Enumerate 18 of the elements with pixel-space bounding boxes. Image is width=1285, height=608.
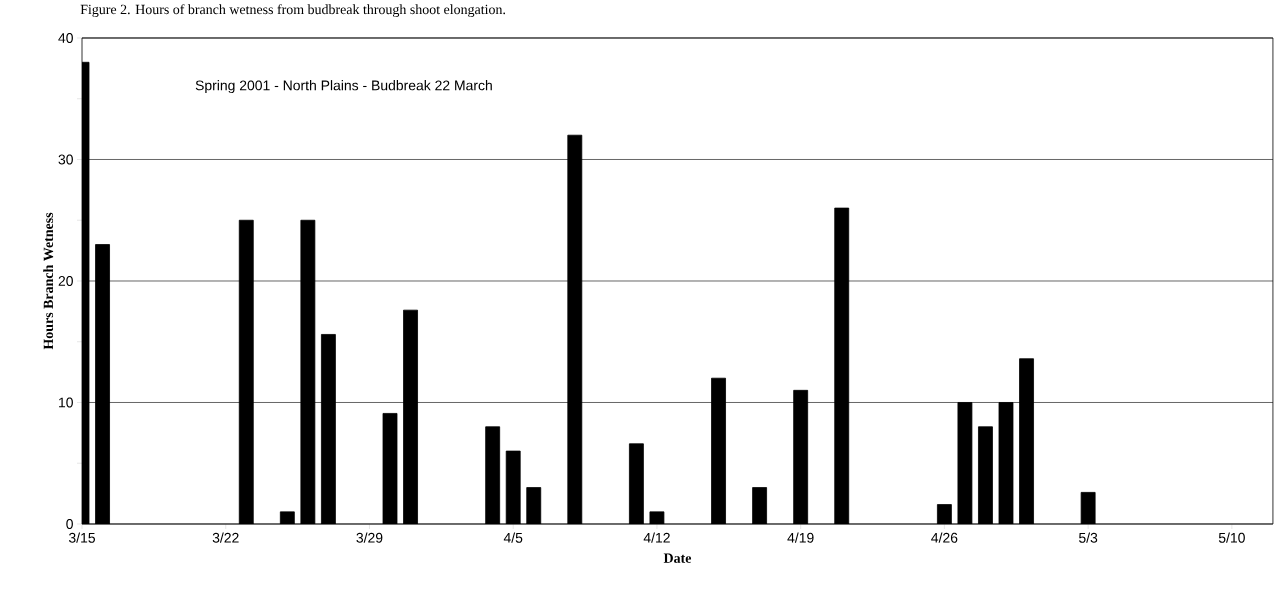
chart-title: Figure 2. Hours of branch wetness from budbreak through shoot elongation. <box>80 4 506 18</box>
x-tick-label: 3/22 <box>212 532 239 543</box>
x-tick-label: 4/12 <box>643 532 670 543</box>
y-tick-label: 0 <box>66 519 73 529</box>
y-tick-label: 30 <box>58 154 73 165</box>
x-tick-label: 4/5 <box>503 532 523 543</box>
y-axis-title: Hours Branch Wetness <box>43 212 54 350</box>
x-tick-label: 4/26 <box>931 532 958 543</box>
x-tick-label: 3/15 <box>68 532 95 543</box>
y-tick-label: 10 <box>59 397 73 408</box>
x-axis-title: Date <box>663 553 692 563</box>
x-tick-label: 3/29 <box>356 532 383 543</box>
annotation: Spring 2001 - North Plains - Budbreak 22 March <box>195 80 492 94</box>
y-tick-label: 40 <box>58 33 73 43</box>
x-tick-label: 5/10 <box>1218 532 1245 543</box>
x-tick-label: 4/19 <box>787 532 814 543</box>
y-tick-label: 20 <box>58 276 73 286</box>
x-tick-label: 5/3 <box>1079 532 1098 543</box>
